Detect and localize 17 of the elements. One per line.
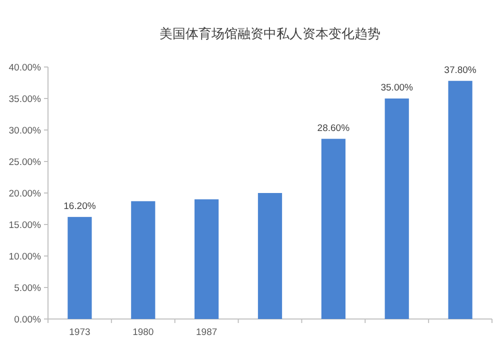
y-tick-label: 20.00% bbox=[8, 188, 42, 200]
y-tick-label: 30.00% bbox=[8, 126, 42, 136]
y-tick-label: 25.00% bbox=[8, 157, 42, 168]
y-tick-label: 40.00% bbox=[8, 62, 42, 74]
y-tick-label: 10.00% bbox=[8, 252, 42, 262]
data-label: 37.80% bbox=[444, 64, 477, 76]
data-label: 28.60% bbox=[317, 122, 350, 134]
y-tick-label: 15.00% bbox=[8, 220, 42, 231]
x-tick-label: 1987 bbox=[196, 327, 218, 338]
chart-title: 美国体育场馆融资中私人资本变化趋势 bbox=[160, 26, 380, 41]
y-tick-label: 5.00% bbox=[14, 283, 42, 294]
data-label: 16.20% bbox=[64, 200, 96, 212]
x-tick-label: 1973 bbox=[69, 327, 90, 338]
data-label: 35.00% bbox=[380, 82, 414, 94]
y-tick-label: 0.00% bbox=[14, 314, 42, 326]
x-tick-label: 1980 bbox=[132, 327, 154, 338]
y-tick-label: 35.00% bbox=[8, 94, 42, 105]
